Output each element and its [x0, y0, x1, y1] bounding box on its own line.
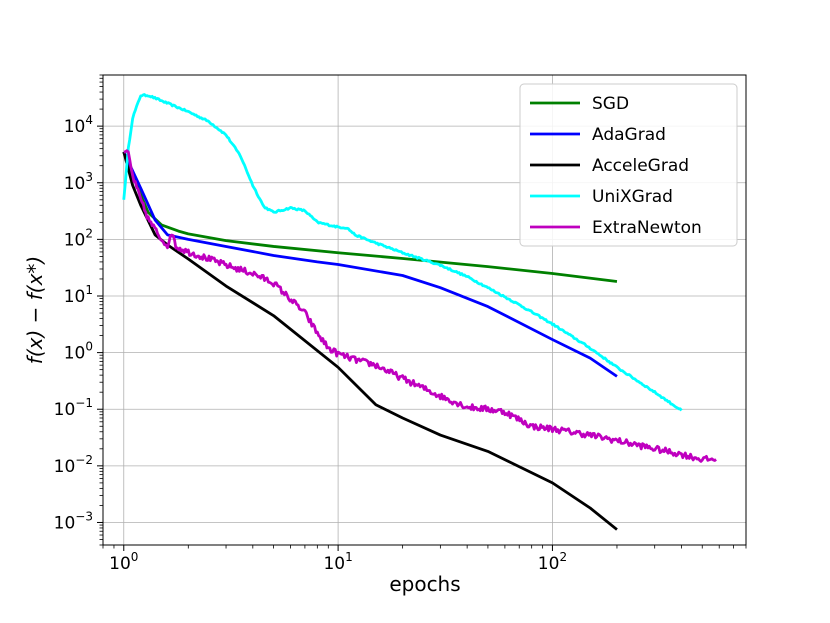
x-tick-label: 102	[538, 550, 567, 574]
legend-label: AcceleGrad	[592, 156, 689, 176]
ticks	[97, 74, 747, 551]
legend-label: AdaGrad	[592, 125, 666, 145]
y-tick-label: 101	[64, 283, 93, 307]
legend: SGD AdaGrad AcceleGrad UniXGrad ExtraNewton	[519, 83, 738, 247]
y-tick-label: 104	[64, 113, 93, 137]
y-axis-label: f(x) − f(x*)	[23, 256, 47, 364]
series-lines	[122, 93, 717, 531]
y-tick-label: 103	[64, 170, 93, 194]
series-line-extranewton	[123, 149, 717, 463]
y-tick-label: 10−1	[54, 396, 93, 420]
x-axis-label: epochs	[389, 572, 460, 596]
series-line-unixgrad	[122, 93, 683, 412]
legend-label: ExtraNewton	[592, 218, 702, 238]
legend-box	[519, 83, 738, 247]
y-tick-label: 10−3	[54, 509, 93, 533]
legend-label: UniXGrad	[592, 187, 673, 207]
y-tick-label: 10−2	[54, 453, 93, 477]
y-tick-labels: 10−3 10−2 10−1 100 101 102 103 104	[54, 113, 93, 533]
y-tick-label: 102	[64, 226, 93, 250]
x-tick-label: 100	[109, 550, 138, 574]
y-tick-label: 100	[64, 340, 93, 364]
series-line-sgd	[122, 151, 618, 283]
x-tick-label: 101	[323, 550, 352, 574]
series-line-adagrad	[122, 151, 618, 378]
plot-frame	[102, 74, 747, 546]
x-tick-labels: 100 101 102	[109, 550, 567, 574]
legend-label: SGD	[592, 94, 629, 114]
